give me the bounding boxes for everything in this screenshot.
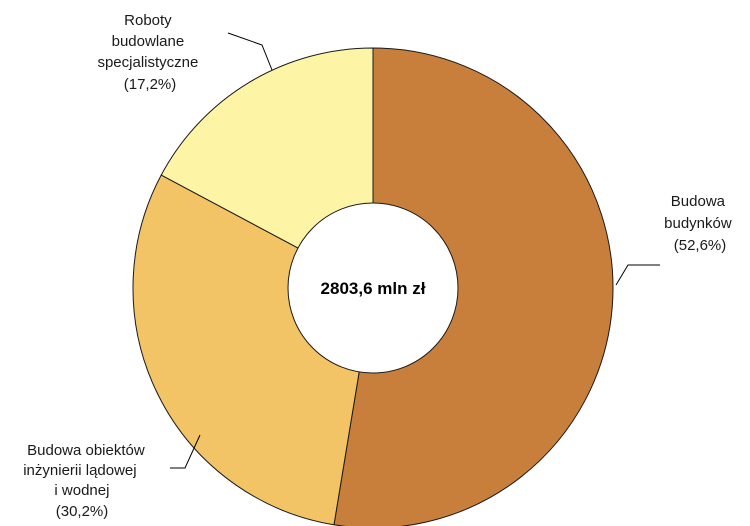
label-line: budowlane bbox=[112, 33, 185, 50]
pie-slice-0 bbox=[333, 47, 614, 526]
leader-line-budowa-obiektow bbox=[170, 434, 201, 469]
label-percent: (30,2%) bbox=[56, 503, 109, 520]
donut-hole bbox=[287, 202, 459, 374]
label-budowa-obiektow: Budowa obiektów inżynierii lądowej i wod… bbox=[23, 442, 149, 520]
label-roboty: Roboty budowlane specjalistyczne (17,2%) bbox=[97, 12, 202, 93]
label-percent: (17,2%) bbox=[124, 76, 177, 93]
label-line: i wodnej bbox=[54, 482, 109, 499]
label-percent: (52,6%) bbox=[674, 237, 727, 254]
label-line: Budowa obiektów bbox=[27, 442, 145, 459]
label-line: specjalistyczne bbox=[97, 54, 198, 71]
label-budowa-budynkow: Budowa budynków (52,6%) bbox=[664, 193, 736, 254]
label-line: Roboty bbox=[124, 12, 172, 29]
label-line: Budowa bbox=[671, 193, 726, 210]
leader-line-budowa-budynkow bbox=[615, 264, 660, 286]
leader-line-roboty bbox=[227, 32, 273, 71]
label-line: budynków bbox=[664, 215, 732, 232]
center-total-label: 2803,6 mln zł bbox=[321, 279, 426, 298]
label-line: inżynierii lądowej bbox=[23, 462, 136, 479]
